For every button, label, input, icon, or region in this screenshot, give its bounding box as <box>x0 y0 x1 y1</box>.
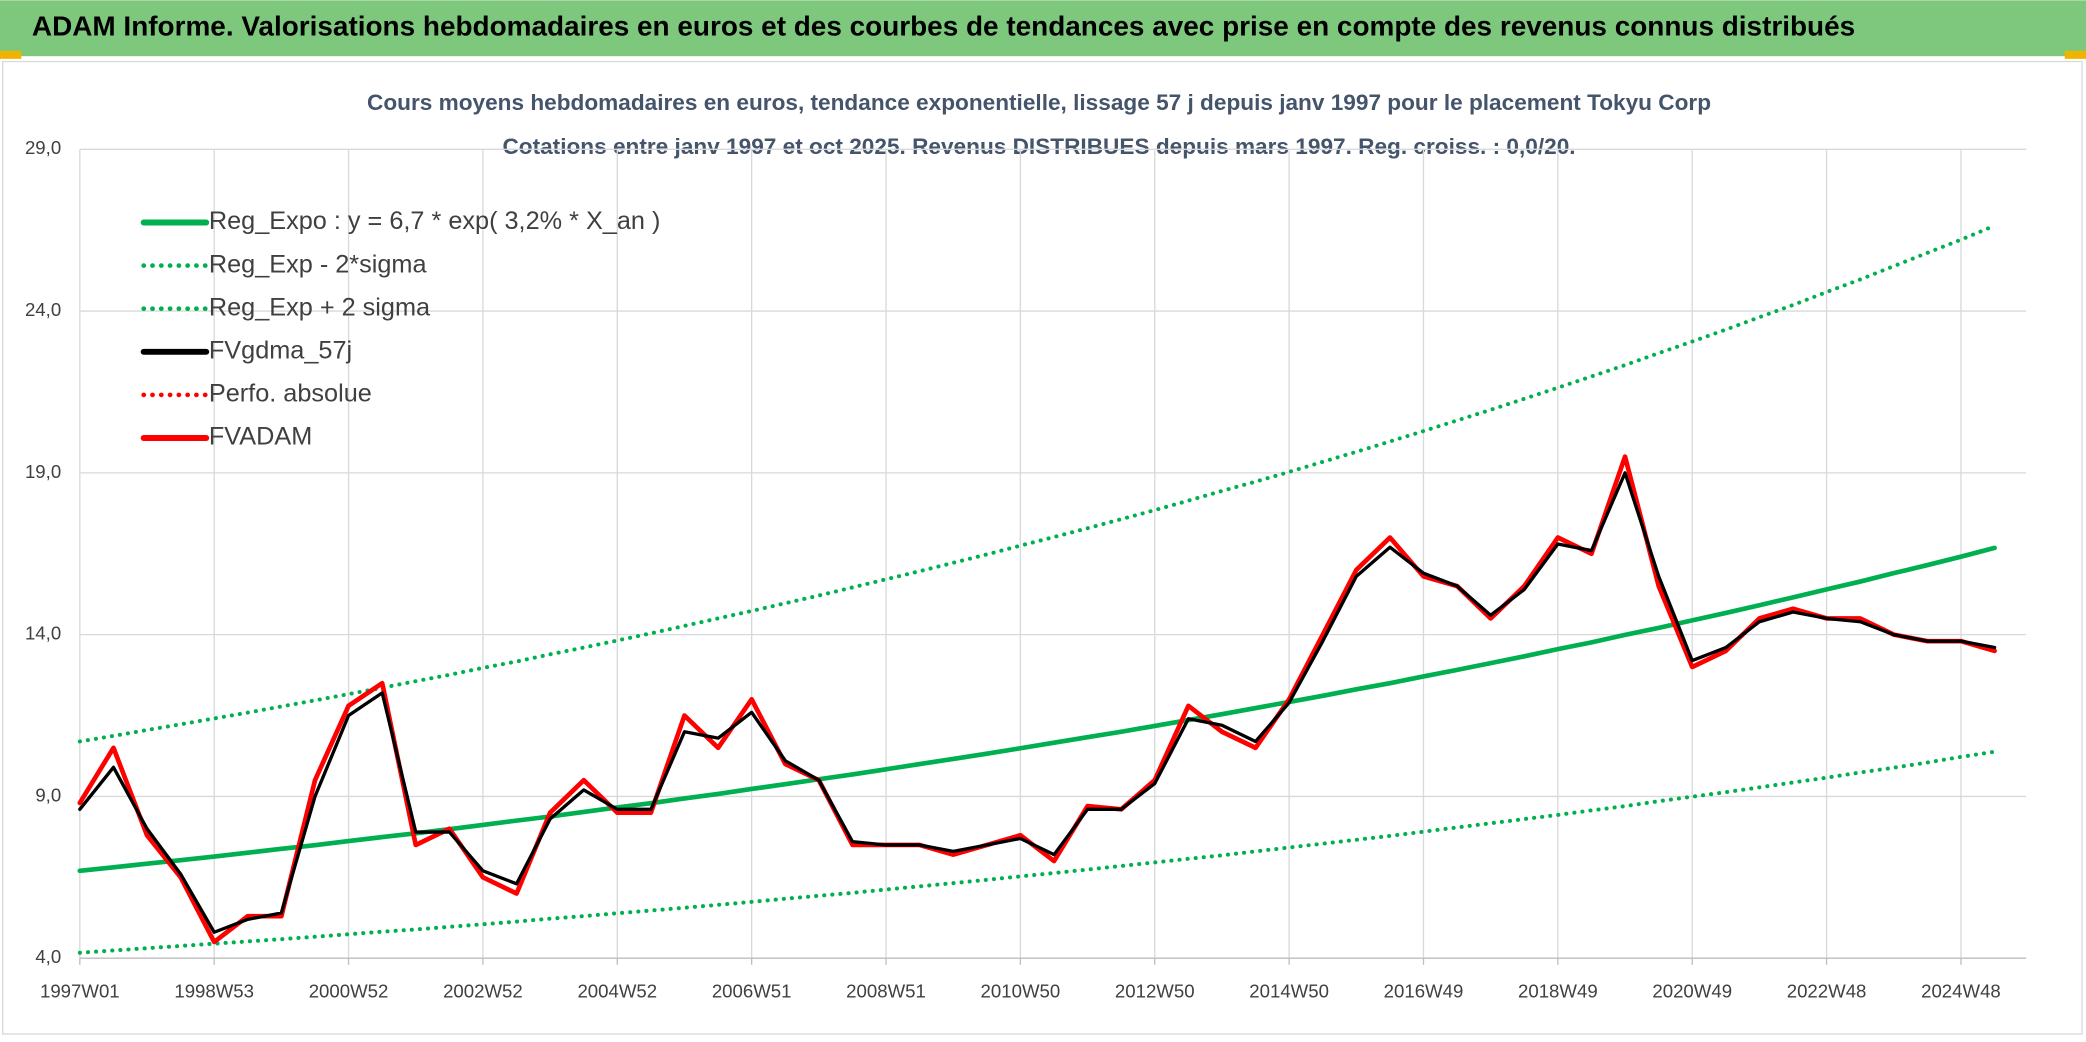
x-tick-label: 2024W48 <box>1921 981 2001 1002</box>
legend-label: Perfo. absolue <box>209 380 372 408</box>
x-tick-label: 2000W52 <box>309 981 389 1002</box>
y-tick-label: 14,0 <box>25 623 61 644</box>
y-tick-label: 9,0 <box>35 784 61 805</box>
y-tick-label: 29,0 <box>25 137 61 158</box>
header-band <box>0 0 2086 57</box>
chart-subtitle: Cotations entre janv 1997 et oct 2025. R… <box>502 134 1575 159</box>
legend-label: FVADAM <box>209 423 312 451</box>
legend-label: Reg_Exp + 2 sigma <box>209 293 431 321</box>
x-tick-label: 1997W01 <box>40 981 120 1002</box>
x-tick-label: 2012W50 <box>1115 981 1195 1002</box>
header-corner <box>2064 50 2086 59</box>
x-tick-label: 2016W49 <box>1384 981 1464 1002</box>
x-tick-label: 1998W53 <box>174 981 254 1002</box>
y-tick-label: 19,0 <box>25 461 61 482</box>
y-tick-label: 4,0 <box>35 946 61 967</box>
x-tick-label: 2002W52 <box>443 981 523 1002</box>
chart-frame <box>1 60 2083 1035</box>
legend-label: Reg_Exp - 2*sigma <box>209 250 428 278</box>
y-tick-label: 24,0 <box>25 299 61 320</box>
series-line <box>78 471 1997 934</box>
header-title: ADAM Informe. Valorisations hebdomadaire… <box>32 11 1855 42</box>
header-corner <box>0 50 22 59</box>
series-line <box>77 223 1997 744</box>
legend-label: FVgdma_57j <box>209 336 352 364</box>
chart-title: Cours moyens hebdomadaires en euros, ten… <box>367 90 1711 115</box>
x-tick-label: 2010W50 <box>981 981 1061 1002</box>
x-tick-label: 2018W49 <box>1518 981 1598 1002</box>
x-tick-label: 2014W50 <box>1249 981 1329 1002</box>
legend-label: Reg_Expo : y = 6,7 * exp( 3,2% * X_an ) <box>209 207 661 235</box>
x-tick-label: 2008W51 <box>846 981 926 1002</box>
x-tick-label: 2006W51 <box>712 981 792 1002</box>
x-tick-label: 2004W52 <box>577 981 657 1002</box>
x-tick-label: 2022W48 <box>1787 981 1867 1002</box>
x-tick-label: 2020W49 <box>1652 981 1732 1002</box>
